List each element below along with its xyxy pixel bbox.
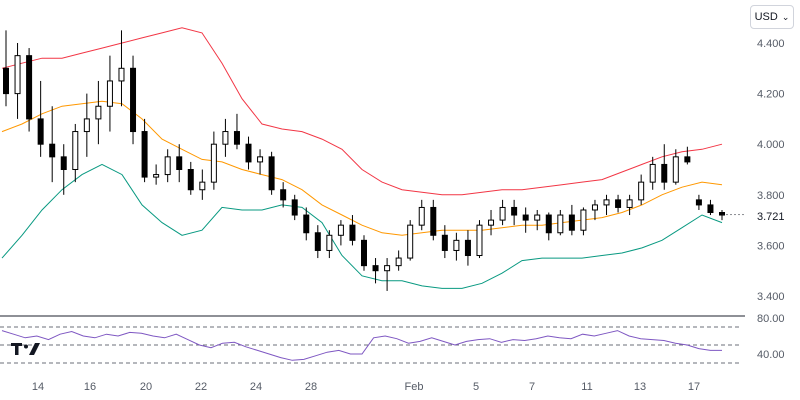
- price-tick-label: 4.000: [757, 139, 785, 151]
- rsi-tick-label: 40.00: [757, 349, 785, 361]
- candle-body: [95, 105, 102, 120]
- candle-body: [361, 239, 367, 267]
- candle-body: [141, 131, 148, 178]
- candle-body: [349, 224, 356, 241]
- candle-body: [37, 118, 44, 145]
- time-tick-label: 17: [688, 381, 700, 393]
- price-tick-label: 3.400: [757, 291, 785, 303]
- candle-body: [626, 199, 633, 208]
- candle-body: [303, 214, 310, 234]
- candle-body: [395, 257, 402, 267]
- last-price-label: 3.721: [757, 211, 785, 223]
- time-tick-label: 24: [250, 381, 262, 393]
- candle-body: [580, 209, 587, 231]
- candle-body: [280, 189, 287, 201]
- candle-body: [684, 156, 691, 163]
- bollinger-lower-band: [1, 163, 723, 289]
- candle-body: [60, 156, 67, 171]
- candle-body: [695, 199, 702, 206]
- candle-body: [118, 67, 125, 82]
- rsi-line: [1, 330, 722, 361]
- price-tick-label: 4.400: [757, 38, 785, 50]
- candle-body: [649, 163, 656, 183]
- rsi-pane[interactable]: [0, 326, 742, 364]
- time-tick-label: 5: [473, 381, 479, 393]
- candle-body: [638, 181, 645, 201]
- time-tick-label: 14: [32, 381, 44, 393]
- time-tick-label: 7: [529, 381, 535, 393]
- candle-body: [534, 214, 541, 221]
- bollinger-middle-band: [1, 100, 723, 236]
- chevron-down-icon: ⌄: [781, 11, 790, 22]
- candle-body: [245, 143, 252, 163]
- time-tick-label: 22: [195, 381, 207, 393]
- candle-body: [499, 206, 506, 221]
- candle-body: [72, 131, 79, 171]
- candle-body: [568, 214, 575, 231]
- candle-body: [337, 224, 344, 236]
- time-axis[interactable]: 14 16 20 22 24 28 Feb 5 7 11 13 17: [32, 381, 700, 393]
- price-tick-label: 3.600: [757, 240, 785, 252]
- candle-body: [441, 234, 448, 251]
- candle-body: [222, 131, 229, 145]
- currency-label: USD: [754, 11, 778, 23]
- candle-body: [164, 156, 171, 176]
- time-tick-label: 16: [84, 381, 96, 393]
- candle-body: [233, 131, 240, 145]
- candle-body: [453, 239, 460, 251]
- time-tick-label: 20: [140, 381, 152, 393]
- candle-body: [49, 143, 56, 158]
- candle-body: [545, 214, 552, 234]
- price-axis[interactable]: 4.400 4.200 4.000 3.800 3.600 3.400 80.00 40.00: [757, 38, 785, 361]
- candle-body: [719, 212, 725, 216]
- candle-body: [384, 265, 391, 272]
- candle-body: [153, 174, 160, 178]
- candle-body: [407, 224, 414, 259]
- candle-body: [591, 204, 598, 211]
- candle-body: [488, 219, 495, 226]
- last-price-value: 3.721: [757, 211, 785, 223]
- candle-body: [430, 206, 437, 236]
- candle-body: [14, 55, 21, 95]
- candle-body: [199, 181, 206, 191]
- candle-body: [83, 118, 90, 133]
- candle-body: [176, 156, 183, 171]
- candle-body: [3, 67, 9, 95]
- candle-body: [615, 199, 622, 208]
- candle-body: [603, 199, 610, 206]
- candle-body: [418, 206, 425, 226]
- candle-body: [707, 204, 714, 214]
- candle-body: [464, 239, 471, 257]
- time-tick-label: 13: [634, 381, 646, 393]
- currency-selector-button[interactable]: USD ⌄: [750, 5, 794, 29]
- candle-body: [210, 143, 217, 183]
- time-tick-label: 11: [581, 381, 592, 393]
- candle-body: [257, 156, 264, 163]
- price-pane[interactable]: [1, 27, 745, 291]
- candle-body: [130, 67, 137, 133]
- tv-logo-icon: [11, 343, 40, 355]
- time-tick-label: Feb: [405, 381, 424, 393]
- rsi-tick-label: 80.00: [757, 313, 785, 325]
- candle-body: [268, 156, 275, 191]
- candle-body: [326, 234, 333, 251]
- candle-body: [672, 156, 679, 183]
- candle-body: [187, 169, 194, 191]
- candle-body: [661, 163, 668, 183]
- price-tick-label: 3.800: [757, 190, 785, 202]
- candle-body: [291, 199, 298, 216]
- time-tick-label: 28: [305, 381, 317, 393]
- bollinger-upper-band: [1, 27, 723, 196]
- candle-body: [557, 214, 564, 234]
- candle-body: [476, 224, 483, 257]
- candle-body: [314, 232, 321, 251]
- candle-body: [372, 265, 379, 272]
- candle-body: [106, 80, 113, 107]
- candle-body: [26, 55, 33, 120]
- candle-body: [522, 214, 529, 221]
- price-tick-label: 4.200: [757, 89, 785, 101]
- candle-body: [511, 206, 518, 216]
